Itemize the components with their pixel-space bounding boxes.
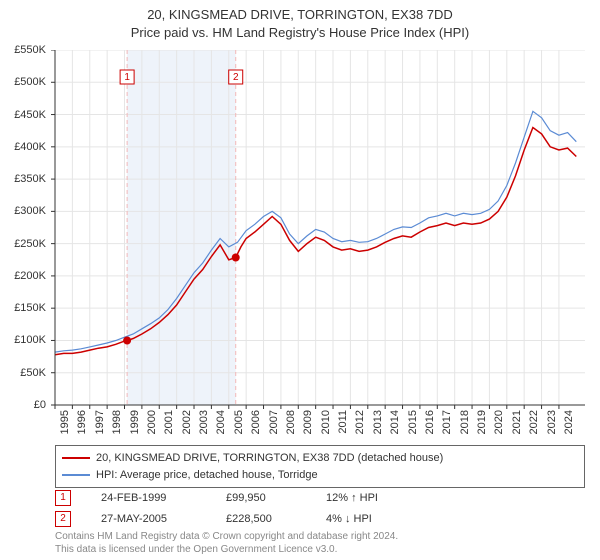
y-tick-label: £400K (14, 141, 46, 153)
x-tick-label: 2013 (372, 410, 384, 434)
title-line-1: 20, KINGSMEAD DRIVE, TORRINGTON, EX38 7D… (0, 6, 600, 24)
chart-svg: 12 (50, 50, 585, 410)
footer-text: Contains HM Land Registry data © Crown c… (55, 530, 585, 556)
chart-plot-area: 12 (55, 50, 585, 405)
marker-date: 27-MAY-2005 (101, 509, 196, 530)
title-line-2: Price paid vs. HM Land Registry's House … (0, 24, 600, 42)
x-tick-label: 2014 (389, 410, 401, 434)
legend-label: 20, KINGSMEAD DRIVE, TORRINGTON, EX38 7D… (96, 450, 443, 467)
y-tick-label: £350K (14, 173, 46, 185)
x-tick-label: 2003 (198, 410, 210, 434)
y-tick-label: £250K (14, 238, 46, 250)
marker-row: 2 27-MAY-2005 £228,500 4% ↓ HPI (55, 509, 585, 530)
markers-block: 1 24-FEB-1999 £99,950 12% ↑ HPI 2 27-MAY-2005… (55, 488, 585, 530)
y-tick-label: £150K (14, 302, 46, 314)
title-block: 20, KINGSMEAD DRIVE, TORRINGTON, EX38 7D… (0, 0, 600, 42)
x-tick-label: 2015 (407, 410, 419, 434)
x-tick-label: 2000 (146, 410, 158, 434)
marker-price: £228,500 (226, 509, 296, 530)
marker-date: 24-FEB-1999 (101, 488, 196, 509)
legend-swatch (62, 474, 90, 476)
marker-dot (123, 336, 131, 344)
y-tick-label: £500K (14, 76, 46, 88)
x-tick-label: 2016 (424, 410, 436, 434)
x-tick-label: 1995 (59, 410, 71, 434)
x-tick-label: 2017 (441, 410, 453, 434)
legend-label: HPI: Average price, detached house, Torr… (96, 467, 318, 484)
legend-row: HPI: Average price, detached house, Torr… (62, 467, 578, 484)
x-tick-label: 2008 (285, 410, 297, 434)
x-tick-label: 1999 (129, 410, 141, 434)
marker-chip-label: 2 (233, 72, 239, 83)
marker-dot (232, 254, 240, 262)
y-tick-label: £0 (34, 399, 46, 411)
x-tick-label: 2021 (511, 410, 523, 434)
x-tick-label: 2005 (233, 410, 245, 434)
x-axis-labels: 1995 1996 1997 1998 1999 2000 2001 2002 2003 2004… (55, 408, 585, 443)
x-tick-label: 2019 (476, 410, 488, 434)
x-tick-label: 2024 (563, 410, 575, 434)
x-tick-label: 2004 (215, 410, 227, 434)
chart-container: 20, KINGSMEAD DRIVE, TORRINGTON, EX38 7D… (0, 0, 600, 560)
x-tick-label: 2006 (250, 410, 262, 434)
x-tick-label: 2007 (268, 410, 280, 434)
y-tick-label: £50K (20, 367, 46, 379)
marker-hpi: 12% ↑ HPI (326, 488, 406, 509)
x-tick-label: 2001 (163, 410, 175, 434)
x-tick-label: 2010 (320, 410, 332, 434)
marker-row-chip: 2 (55, 511, 71, 527)
x-tick-label: 2020 (493, 410, 505, 434)
marker-chip-label: 1 (124, 72, 130, 83)
y-tick-label: £300K (14, 205, 46, 217)
y-tick-label: £100K (14, 334, 46, 346)
x-tick-label: 1996 (76, 410, 88, 434)
y-tick-label: £450K (14, 109, 46, 121)
x-tick-label: 2012 (354, 410, 366, 434)
marker-hpi: 4% ↓ HPI (326, 509, 406, 530)
footer-line-1: Contains HM Land Registry data © Crown c… (55, 530, 585, 543)
x-tick-label: 2011 (337, 410, 349, 434)
x-tick-label: 2023 (546, 410, 558, 434)
marker-row-chip: 1 (55, 490, 71, 506)
x-tick-label: 2009 (302, 410, 314, 434)
legend-box: 20, KINGSMEAD DRIVE, TORRINGTON, EX38 7D… (55, 445, 585, 488)
x-tick-label: 1997 (94, 410, 106, 434)
y-axis-labels: £0£50K£100K£150K£200K£250K£300K£350K£400… (0, 50, 50, 405)
x-tick-label: 2018 (459, 410, 471, 434)
marker-price: £99,950 (226, 488, 296, 509)
footer-line-2: This data is licensed under the Open Gov… (55, 543, 585, 556)
x-tick-label: 2022 (528, 410, 540, 434)
y-tick-label: £550K (14, 44, 46, 56)
shaded-band (127, 50, 236, 405)
legend-row: 20, KINGSMEAD DRIVE, TORRINGTON, EX38 7D… (62, 450, 578, 467)
legend-swatch (62, 457, 90, 459)
x-tick-label: 2002 (181, 410, 193, 434)
y-tick-label: £200K (14, 270, 46, 282)
marker-row: 1 24-FEB-1999 £99,950 12% ↑ HPI (55, 488, 585, 509)
x-tick-label: 1998 (111, 410, 123, 434)
